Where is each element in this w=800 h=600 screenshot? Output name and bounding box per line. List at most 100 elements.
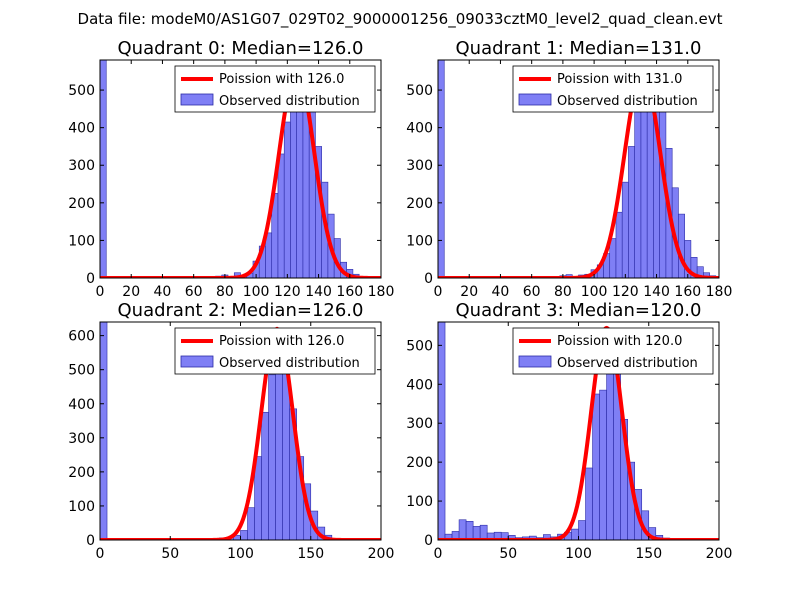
histogram-bar (585, 467, 593, 540)
x-tick-label: 60 (185, 284, 203, 300)
histogram-bar (247, 507, 255, 540)
legend-fit-label: Poission with 126.0 (219, 334, 344, 349)
subplot-title: Quadrant 1: Median=131.0 (456, 38, 702, 59)
legend-hist-label: Observed distribution (557, 356, 698, 371)
subplot-1: 0 20 40 60 80 100 120 140 160 1800100200300400500… (406, 38, 732, 300)
histogram-bar (240, 530, 248, 540)
x-tick-label: 100 (565, 546, 592, 562)
x-tick-label: 100 (227, 546, 254, 562)
histogram-bar (458, 519, 467, 540)
poisson-fit-line (100, 68, 381, 278)
y-tick-label: 500 (68, 363, 95, 379)
y-tick-label: 400 (68, 121, 95, 137)
x-tick-label: 180 (368, 284, 395, 300)
histogram-bar (696, 266, 704, 278)
y-tick-label: 200 (406, 455, 433, 471)
legend-hist-swatch (180, 93, 214, 106)
x-tick-label: 120 (612, 284, 639, 300)
x-tick-label: 150 (297, 546, 324, 562)
y-tick-label: 500 (68, 83, 95, 99)
x-tick-label: 140 (305, 284, 332, 300)
legend-hist-label: Observed distribution (219, 94, 360, 109)
x-tick-label: 100 (243, 284, 270, 300)
x-tick-label: 200 (368, 546, 395, 562)
y-tick-label: 0 (424, 533, 433, 549)
histogram-bar (628, 146, 636, 278)
x-tick-label: 80 (216, 284, 234, 300)
legend-hist-label: Observed distribution (219, 356, 360, 371)
x-tick-label: 120 (274, 284, 301, 300)
legend-hist-label: Observed distribution (557, 94, 698, 109)
y-tick-label: 300 (406, 158, 433, 174)
histogram-bar (479, 524, 488, 540)
histogram-bar (571, 528, 579, 540)
x-tick-label: 60 (523, 284, 541, 300)
y-tick-label: 300 (68, 431, 95, 447)
y-tick-label: 0 (86, 533, 95, 549)
histogram-bar (578, 520, 586, 540)
histogram-bar (261, 411, 269, 540)
subplot-2: 0 50 100 150 200 0 100 200 300 400 500 600 Quadrant … (68, 300, 394, 562)
legend-hist-swatch (518, 355, 552, 368)
histogram-bar (472, 526, 481, 540)
histogram-bar (465, 521, 474, 540)
legend-fit-label: Poission with 120.0 (557, 334, 682, 349)
x-tick-label: 20 (122, 284, 140, 300)
legend-hist-swatch (180, 355, 214, 368)
histogram-bar (592, 393, 600, 540)
subplot-title: Quadrant 3: Median=120.0 (456, 300, 702, 321)
y-tick-label: 100 (406, 494, 433, 510)
histogram-bar (634, 101, 642, 278)
histogram-bar (609, 238, 617, 278)
legend-fit-label: Poission with 126.0 (219, 72, 344, 87)
histogram-bar (290, 93, 298, 278)
x-tick-label: 200 (706, 546, 733, 562)
x-tick-label: 40 (154, 284, 172, 300)
y-tick-label: 200 (68, 465, 95, 481)
y-tick-label: 300 (68, 158, 95, 174)
y-tick-label: 100 (68, 233, 95, 249)
y-tick-label: 100 (406, 233, 433, 249)
histogram-bar (277, 153, 285, 278)
figure-suptitle: Data file: modeM0/AS1G07_029T02_90000012… (78, 10, 723, 29)
x-tick-label: 150 (635, 546, 662, 562)
y-tick-label: 400 (68, 397, 95, 413)
legend-fit-label: Poission with 131.0 (557, 72, 682, 87)
y-tick-label: 500 (406, 83, 433, 99)
histogram-bar (275, 345, 283, 540)
histogram-bar (283, 121, 291, 278)
y-tick-label: 200 (406, 196, 433, 212)
x-tick-label: 0 (434, 284, 443, 300)
y-tick-label: 0 (424, 271, 433, 287)
x-tick-label: 180 (706, 284, 733, 300)
plot-content (100, 60, 381, 278)
x-tick-label: 50 (161, 546, 179, 562)
histogram-bar (621, 181, 629, 278)
histogram-bar (268, 374, 276, 540)
histogram-bar (282, 371, 290, 540)
x-tick-label: 0 (96, 284, 105, 300)
y-tick-label: 200 (68, 196, 95, 212)
x-tick-label: 50 (499, 546, 517, 562)
subplot-title: Quadrant 2: Median=126.0 (118, 300, 364, 321)
subplot-3: 0 50 100 150 200 0 100 200 300 400 500 Quadrant 3: … (406, 300, 732, 562)
legend-hist-swatch (518, 93, 552, 106)
x-tick-label: 140 (643, 284, 670, 300)
y-tick-label: 100 (68, 499, 95, 515)
x-tick-label: 80 (554, 284, 572, 300)
x-tick-label: 160 (336, 284, 363, 300)
histogram-bar (438, 322, 446, 540)
histogram-bar (100, 322, 108, 540)
histogram-bar (438, 60, 445, 278)
axes-frame (99, 59, 382, 279)
histogram-bar (615, 211, 623, 278)
y-tick-label: 0 (86, 271, 95, 287)
histogram-bar (599, 389, 607, 540)
plot-content (438, 322, 719, 540)
x-tick-label: 20 (460, 284, 478, 300)
y-tick-label: 300 (406, 416, 433, 432)
subplot-0: 0 20 40 60 80 100 120 140 160 1800100200300400500… (68, 38, 394, 300)
subplot-title: Quadrant 0: Median=126.0 (118, 38, 364, 59)
y-tick-label: 400 (406, 377, 433, 393)
